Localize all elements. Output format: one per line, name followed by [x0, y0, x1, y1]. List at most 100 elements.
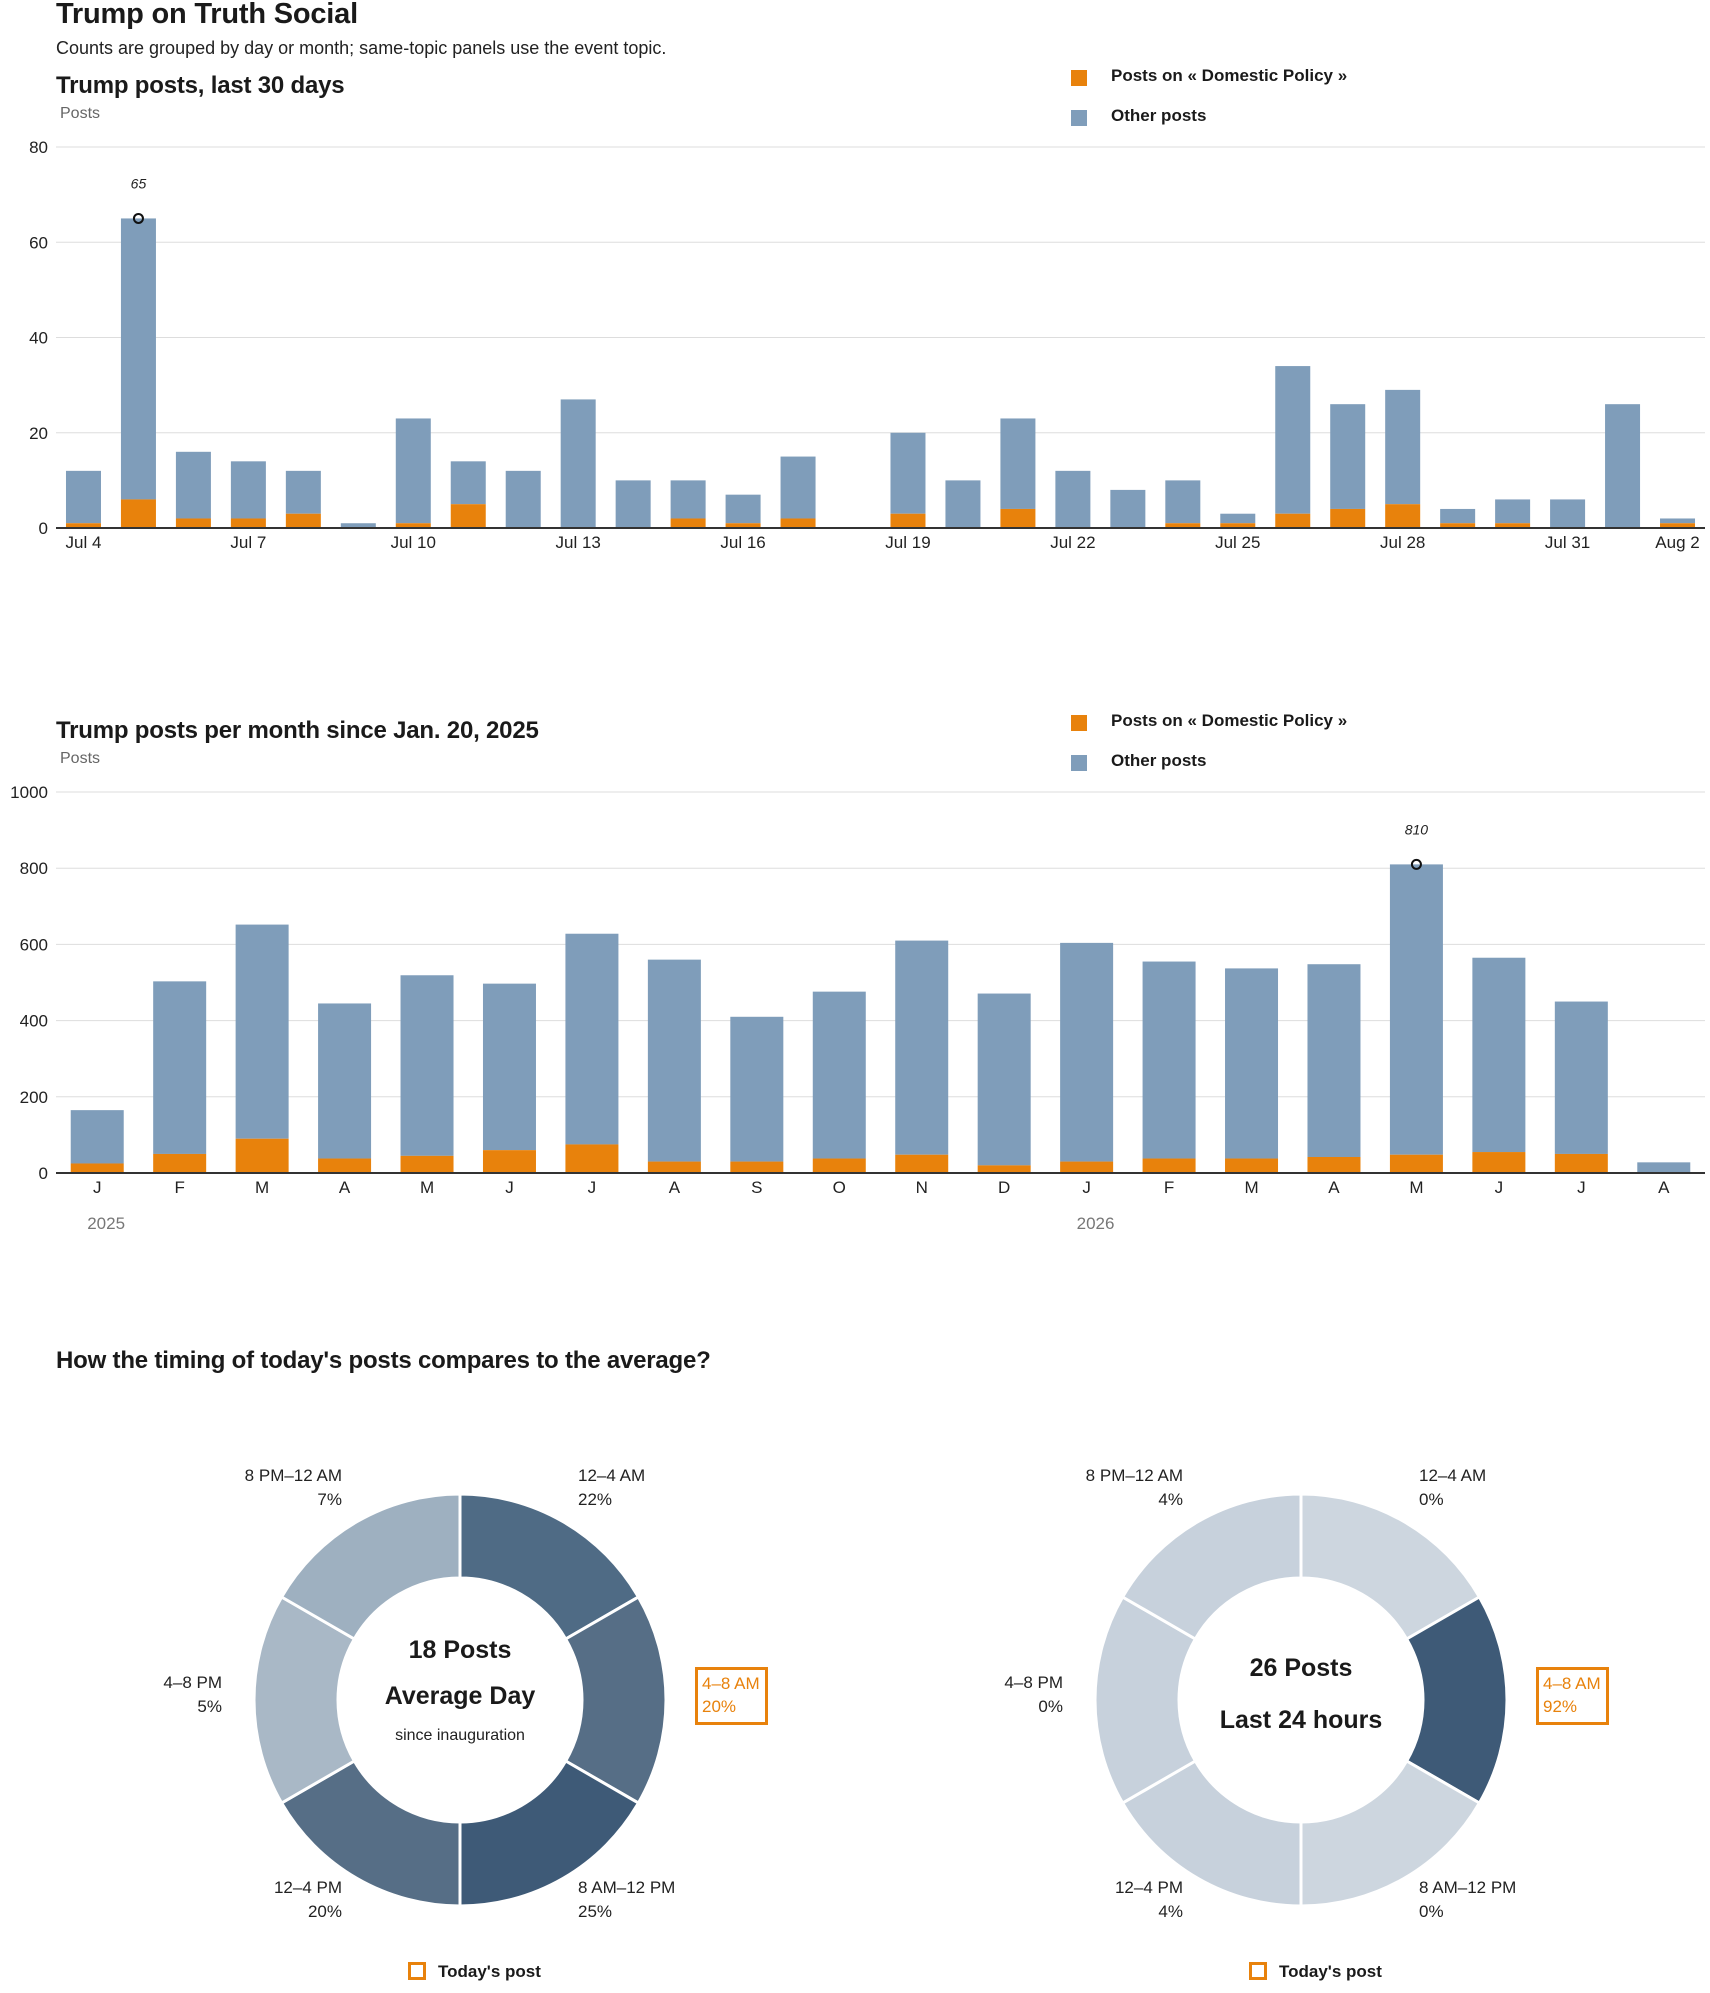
legend-swatch-other [1071, 755, 1087, 771]
donut-segment [458, 1492, 641, 1642]
bar-other-posts [1605, 404, 1641, 528]
y-tick-label: 20 [29, 424, 48, 443]
y-tick-label: 1000 [10, 783, 48, 802]
y-tick-label: 600 [20, 935, 48, 954]
bar-other-posts [890, 432, 926, 514]
bar-other-posts [647, 959, 701, 1162]
bar-other-posts [670, 480, 706, 519]
bar-other-posts [977, 993, 1031, 1166]
bar-topic-posts [1225, 1158, 1279, 1173]
average-day-donut [252, 1492, 668, 1908]
x-tick-label: A [339, 1178, 351, 1197]
last-24-hours-donut [1093, 1492, 1509, 1908]
time-slot-name: 8 AM–12 PM [578, 1878, 676, 1897]
peak-marker [132, 212, 144, 224]
donut-segment [1120, 1492, 1303, 1642]
bar-other-posts [1330, 404, 1366, 509]
y-tick-label: 80 [29, 138, 48, 157]
since-inauguration-label: since inauguration [395, 1727, 525, 1744]
time-slot-name: 4–8 AM [1543, 1674, 1601, 1693]
daily-chart-legend: Posts on « Domestic Policy » Other posts [1071, 66, 1471, 136]
timing-section-title: How the timing of today's posts compares… [56, 1347, 711, 1374]
time-slot-share: 20% [307, 1902, 342, 1921]
y-tick-label: 200 [20, 1088, 48, 1107]
bar-other-posts [1385, 389, 1421, 505]
monthly-chart-ylabel: Posts [60, 750, 101, 767]
bar-other-posts [565, 933, 619, 1145]
legend-label-topic: Posts on « Domestic Policy » [1111, 711, 1348, 730]
legend-swatch-topic [1071, 715, 1087, 731]
bar-topic-posts [565, 1144, 619, 1173]
bar-topic-posts [175, 518, 211, 528]
today-post-legend: Today's post [1249, 1962, 1382, 1982]
x-tick-label: A [1328, 1178, 1340, 1197]
daily-chart-ylabel: Posts [60, 105, 101, 122]
bar-topic-posts [1660, 523, 1696, 528]
bar-other-posts [560, 399, 596, 528]
bar-topic-posts [780, 518, 816, 528]
bar-other-posts [1637, 1162, 1691, 1173]
time-slot-label: 12–4 PM 4% [1041, 1876, 1183, 1924]
bar-topic-posts [977, 1165, 1031, 1173]
x-tick-label: F [174, 1178, 184, 1197]
x-tick-label: J [93, 1178, 102, 1197]
x-tick-label: Aug 2 [1655, 533, 1699, 552]
y-tick-label: 0 [39, 1164, 48, 1183]
today-donut-center: 26 Posts Last 24 hours [1181, 1642, 1421, 1746]
time-slot-name: 12–4 AM [578, 1466, 646, 1485]
bar-other-posts [120, 218, 156, 500]
x-tick-label: Jul 19 [885, 533, 930, 552]
time-slot-share: 22% [578, 1490, 613, 1509]
donut-segment [252, 1594, 357, 1806]
x-tick-label: Jul 13 [555, 533, 600, 552]
bar-topic-posts [1554, 1153, 1608, 1173]
bar-other-posts [175, 451, 211, 519]
bar-topic-posts [1495, 523, 1531, 528]
legend-label-other: Other posts [1111, 751, 1207, 770]
x-tick-label: Jul 22 [1050, 533, 1095, 552]
y-tick-label: 400 [20, 1012, 48, 1031]
time-slot-name: 12–4 AM [1419, 1466, 1487, 1485]
donut-segment [1299, 1492, 1482, 1642]
bar-topic-posts [1385, 504, 1421, 528]
bar-other-posts [65, 470, 101, 524]
bar-topic-posts [670, 518, 706, 528]
time-slot-label: 12–4 PM 20% [200, 1876, 342, 1924]
legend-swatch-other [1071, 110, 1087, 126]
x-tick-label: Jul 7 [230, 533, 266, 552]
bar-other-posts [482, 983, 536, 1151]
bar-topic-posts [1142, 1158, 1196, 1173]
x-tick-label: J [588, 1178, 597, 1197]
x-tick-label: S [751, 1178, 762, 1197]
today-post-legend-label: Today's post [1279, 1962, 1382, 1981]
bar-other-posts [1472, 957, 1526, 1153]
x-tick-label: J [505, 1178, 514, 1197]
bar-topic-posts [230, 518, 266, 528]
bar-other-posts [1495, 499, 1531, 524]
bar-topic-posts [895, 1154, 949, 1173]
x-tick-label: Jul 16 [720, 533, 765, 552]
bar-other-posts [285, 470, 321, 514]
time-slot-label: 12–4 AM 0% [1419, 1464, 1561, 1512]
monthly-chart-title: Trump posts per month since Jan. 20, 202… [56, 717, 539, 744]
bar-other-posts [1275, 366, 1311, 514]
time-slot-name: 8 AM–12 PM [1419, 1878, 1517, 1897]
bar-topic-posts [400, 1155, 454, 1173]
x-tick-label: O [833, 1178, 846, 1197]
donut-segment [279, 1758, 462, 1908]
bar-topic-posts [725, 523, 761, 528]
bar-topic-posts [1307, 1156, 1361, 1173]
time-slot-name: 12–4 PM [1114, 1878, 1183, 1897]
donut-segment [1093, 1594, 1198, 1806]
bar-other-posts [1389, 864, 1443, 1155]
legend-label-other: Other posts [1111, 106, 1207, 125]
time-slot-share: 25% [578, 1902, 613, 1921]
bar-other-posts [1554, 1001, 1608, 1154]
average-posts-count: 18 Posts [408, 1636, 512, 1664]
x-tick-label: D [998, 1178, 1010, 1197]
x-tick-label: M [420, 1178, 434, 1197]
x-tick-label: J [1577, 1178, 1586, 1197]
bar-topic-posts [1000, 508, 1036, 528]
bar-other-posts [1440, 508, 1476, 524]
x-tick-label: M [1244, 1178, 1258, 1197]
